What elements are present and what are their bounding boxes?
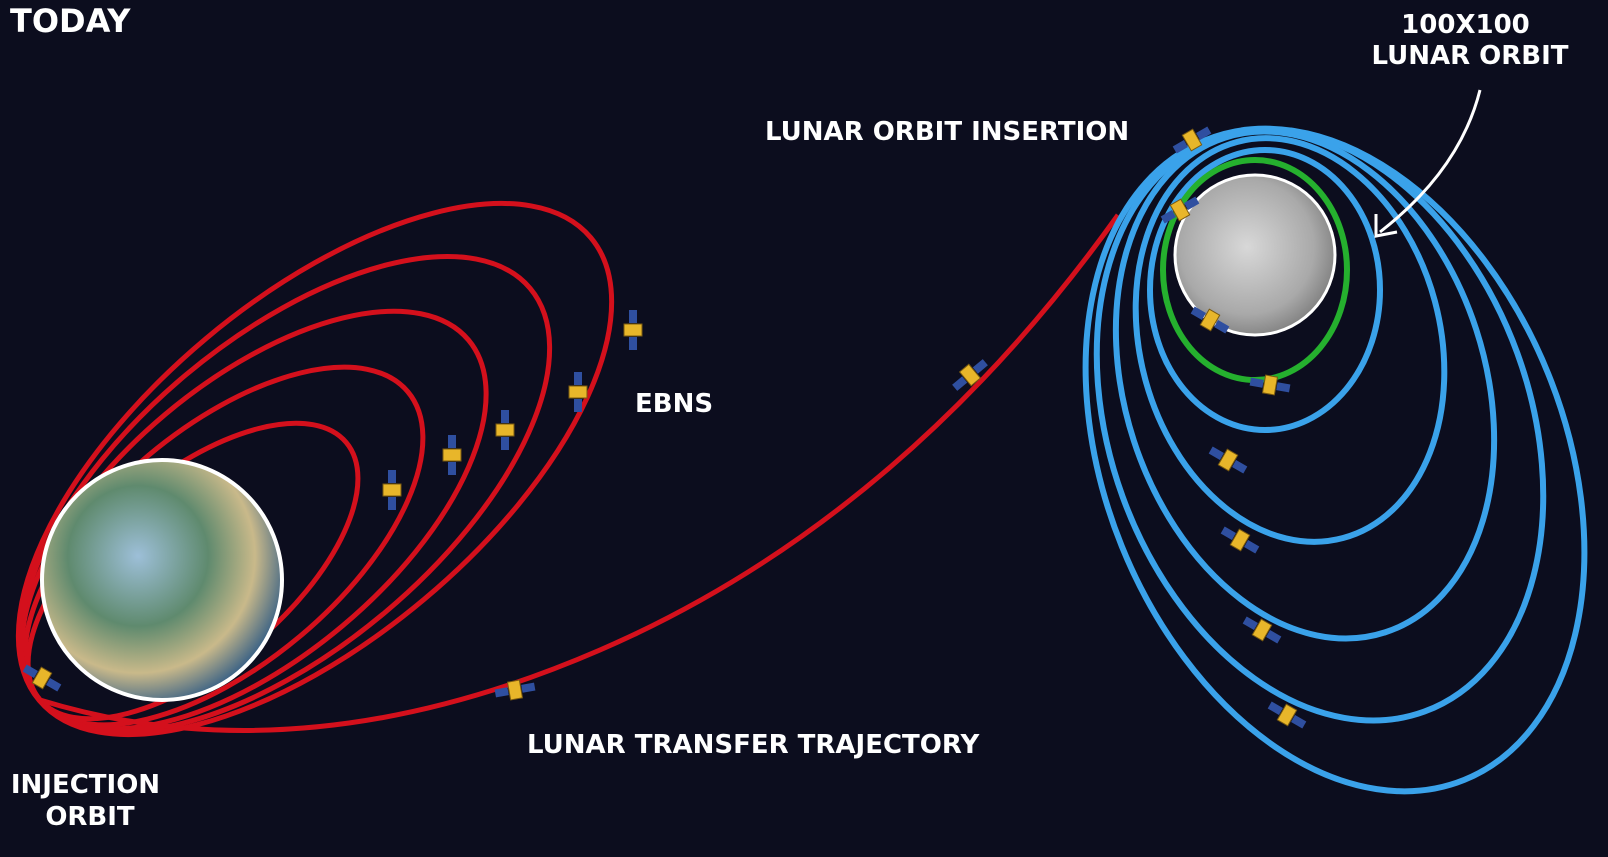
label-line: ORBIT xyxy=(45,802,135,832)
ebns-label: EBNS xyxy=(635,389,713,419)
lunar-orbit-insertion-label: LUNAR ORBIT INSERTION xyxy=(765,117,1129,147)
earth xyxy=(42,460,282,700)
label-line: INJECTION xyxy=(11,770,160,800)
label-line: LUNAR ORBIT xyxy=(1371,41,1568,71)
diagram: TODAY 100X100 LUNAR ORBIT LUNAR ORBIT IN… xyxy=(0,0,1608,857)
brand: TODAY xyxy=(10,2,131,40)
lunar-transfer-label: LUNAR TRANSFER TRAJECTORY xyxy=(527,730,980,760)
label-line: 100X100 xyxy=(1401,10,1530,40)
